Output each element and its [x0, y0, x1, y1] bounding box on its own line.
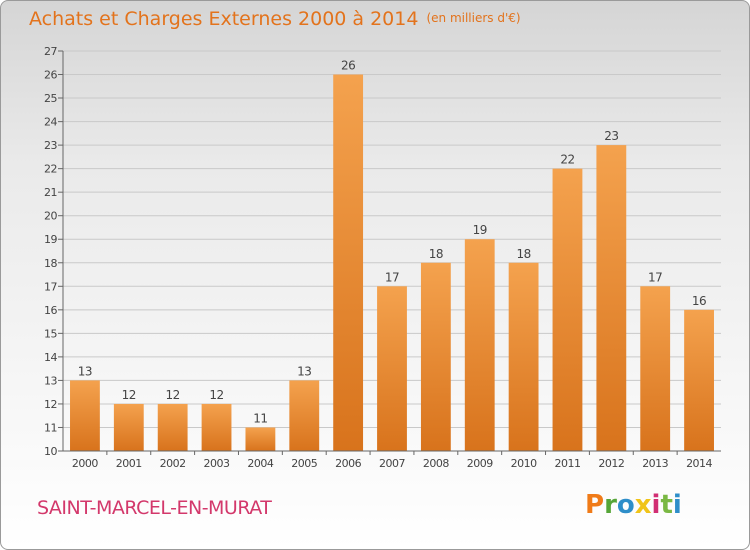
bar-value-label: 12: [209, 388, 223, 402]
x-tick-label: 2005: [291, 457, 317, 470]
y-tick-label: 24: [44, 116, 57, 129]
bars: 13 12 12 12 11 13 26 17 18 19 18 22 23 17 16: [70, 59, 714, 451]
bar: [289, 380, 320, 451]
bar: [157, 403, 188, 451]
x-tick-label: 2012: [598, 457, 624, 470]
proxiti-logo[interactable]: Proxiti: [585, 490, 682, 520]
x-tick-label: 2002: [160, 457, 186, 470]
logo-letter: o: [616, 490, 635, 520]
city-name: SAINT-MARCEL-EN-MURAT: [37, 497, 272, 519]
x-tick-label: 2011: [554, 457, 580, 470]
bar-value-label: 11: [253, 411, 267, 425]
logo-letter: t: [660, 490, 673, 520]
y-tick-label: 13: [44, 374, 57, 387]
y-tick-label: 26: [44, 69, 57, 82]
bar: [464, 239, 495, 451]
bar-value-label: 13: [297, 364, 311, 378]
bar: [640, 286, 671, 451]
y-tick-label: 23: [44, 139, 57, 152]
y-tick-label: 17: [44, 280, 57, 293]
y-tick-label: 25: [44, 92, 57, 105]
bar-value-label: 18: [516, 247, 530, 261]
bar: [333, 74, 364, 451]
x-tick-label: 2007: [379, 457, 405, 470]
logo-letter: i: [672, 490, 682, 520]
y-tick-label: 20: [44, 210, 57, 223]
y-tick-label: 12: [44, 398, 57, 411]
logo-letter: r: [604, 490, 617, 520]
x-tick-label: 2013: [642, 457, 668, 470]
chart-title: Achats et Charges Externes 2000 à 2014 (e…: [29, 8, 521, 30]
bar-value-label: 22: [560, 153, 574, 167]
bar-value-label: 17: [648, 270, 662, 284]
y-tick-label: 11: [44, 421, 57, 434]
logo-letter: P: [585, 490, 605, 520]
bar-value-label: 17: [385, 270, 399, 284]
bar-value-label: 12: [122, 388, 136, 402]
y-tick-label: 21: [44, 186, 57, 199]
x-tick-label: 2014: [686, 457, 712, 470]
x-tick-label: 2003: [204, 457, 230, 470]
bar-value-label: 19: [473, 223, 487, 237]
y-tick-label: 27: [44, 45, 57, 58]
x-tick-label: 2000: [72, 457, 98, 470]
bar: [201, 403, 232, 451]
y-tick-label: 19: [44, 233, 57, 246]
logo-letter: x: [634, 490, 652, 520]
bar-value-label: 13: [78, 364, 92, 378]
bar-value-label: 18: [429, 247, 443, 261]
x-tick-label: 2006: [335, 457, 361, 470]
bar-value-label: 26: [341, 59, 355, 73]
bar: [684, 309, 714, 451]
bar-value-label: 23: [604, 129, 618, 143]
bar: [113, 403, 144, 451]
x-tick-label: 2009: [467, 457, 493, 470]
y-tick-label: 10: [44, 445, 57, 458]
bar: [596, 145, 627, 451]
bar: [377, 286, 407, 451]
bar: [508, 262, 539, 451]
y-tick-label: 22: [44, 163, 57, 176]
y-axis: 10 11 12 13 14 15 16 17 18 19 20 21 22 23 24 25 26 27: [44, 45, 64, 458]
y-tick-label: 18: [44, 257, 57, 270]
x-tick-label: 2010: [511, 457, 537, 470]
bar: [420, 262, 451, 451]
logo-letter: i: [651, 490, 661, 520]
bar: [245, 427, 276, 451]
x-tick-label: 2004: [247, 457, 273, 470]
y-tick-label: 16: [44, 304, 57, 317]
bar: [70, 380, 100, 451]
x-axis: 2000 2001 2002 2003 2004 2005 2006 2007 2008 2009…: [63, 450, 721, 470]
chart-title-text: Achats et Charges Externes 2000 à 2014: [29, 8, 419, 30]
chart-unit: (en milliers d'€): [426, 11, 521, 25]
y-tick-label: 15: [44, 327, 57, 340]
bar: [552, 168, 583, 451]
bar-value-label: 12: [166, 388, 180, 402]
bar-value-label: 16: [692, 294, 706, 308]
y-tick-label: 14: [44, 351, 57, 364]
x-tick-label: 2001: [116, 457, 142, 470]
x-tick-label: 2008: [423, 457, 449, 470]
